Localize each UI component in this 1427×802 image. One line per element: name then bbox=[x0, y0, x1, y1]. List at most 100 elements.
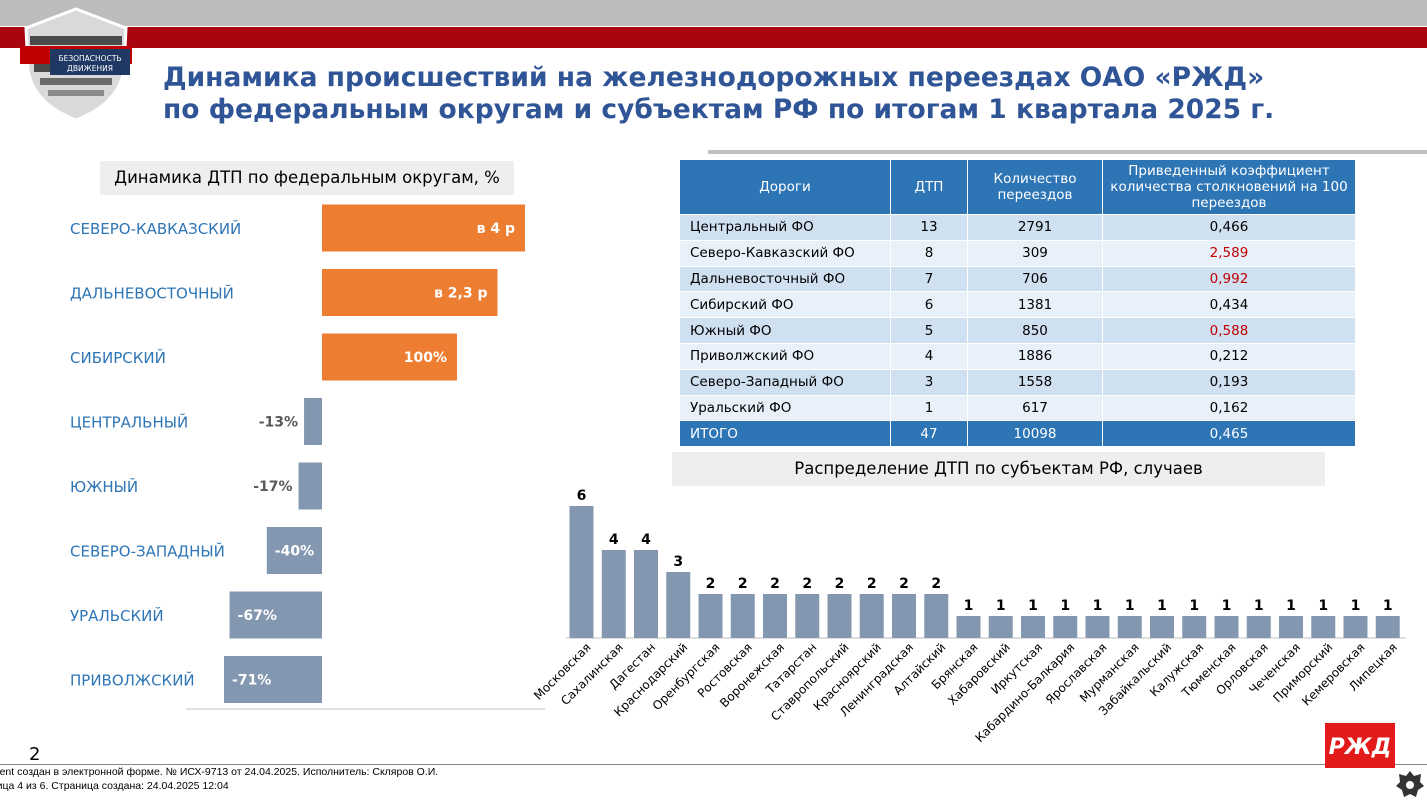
table-cell-coef: 2,589 bbox=[1102, 239, 1356, 267]
district-bar bbox=[298, 462, 322, 510]
subjects-distribution-chart: 6Московская4Сахалинская4Дагестан3Краснод… bbox=[531, 488, 1406, 745]
subject-bar bbox=[698, 594, 723, 638]
subject-bar bbox=[795, 594, 820, 638]
table-cell-crossings: 617 bbox=[967, 394, 1103, 421]
table-header-dtp: ДТП bbox=[890, 160, 968, 215]
table-header-roads: Дороги bbox=[680, 160, 891, 215]
table-cell-name: Северо-Кавказский ФО bbox=[680, 239, 891, 267]
district-category-label: ЦЕНТРАЛЬНЫЙ bbox=[70, 413, 188, 432]
table-cell-name: Сибирский ФО bbox=[680, 291, 891, 318]
subject-value-label: 2 bbox=[835, 576, 845, 592]
table-header-coefficient: Приведенный коэффициент количества столк… bbox=[1102, 160, 1356, 215]
subject-bar bbox=[1053, 616, 1078, 638]
subject-bar bbox=[1343, 616, 1368, 638]
subject-value-label: 1 bbox=[964, 598, 974, 614]
subject-bar bbox=[988, 616, 1013, 638]
subject-bar bbox=[1214, 616, 1239, 638]
top-red-band bbox=[0, 27, 1427, 48]
subject-value-label: 2 bbox=[738, 576, 748, 592]
page-title: Динамика происшествий на железнодорожных… bbox=[163, 62, 1403, 126]
table-total-crossings: 10098 bbox=[967, 420, 1103, 447]
district-category-label: ЮЖНЫЙ bbox=[70, 477, 138, 496]
district-bar bbox=[304, 398, 322, 445]
table-cell-dtp: 3 bbox=[890, 368, 968, 396]
table-cell-name: Уральский ФО bbox=[680, 394, 891, 421]
table-cell-crossings: 1886 bbox=[967, 342, 1103, 370]
district-category-label: СИБИРСКИЙ bbox=[70, 348, 166, 367]
subject-bar bbox=[601, 550, 626, 638]
subject-bar bbox=[1182, 616, 1207, 638]
district-bar bbox=[322, 269, 498, 316]
subject-value-label: 1 bbox=[1318, 598, 1328, 614]
subject-value-label: 1 bbox=[1222, 598, 1232, 614]
subject-value-label: 1 bbox=[1189, 598, 1199, 614]
table-cell-coef: 0,992 bbox=[1102, 265, 1356, 292]
table-cell-coef: 0,193 bbox=[1102, 368, 1356, 396]
subject-bar bbox=[1279, 616, 1303, 638]
table-cell-dtp: 4 bbox=[890, 342, 968, 370]
table-cell-coef: 0,212 bbox=[1102, 342, 1356, 370]
subject-value-label: 1 bbox=[1125, 598, 1135, 614]
subject-value-label: 2 bbox=[802, 576, 812, 592]
coat-of-arms-icon bbox=[1396, 771, 1424, 797]
subject-bar bbox=[859, 594, 884, 638]
table-cell-name: Центральный ФО bbox=[680, 214, 891, 241]
table-total-dtp: 47 bbox=[890, 420, 968, 447]
table-cell-coef: 0,588 bbox=[1102, 317, 1356, 344]
subject-bar bbox=[1246, 616, 1271, 638]
district-value-label: -13% bbox=[259, 415, 298, 431]
title-line-2: по федеральным округам и субъектам РФ по… bbox=[163, 94, 1275, 125]
rzd-logo: РЖД bbox=[1325, 723, 1395, 768]
table-cell-name: Северо-Западный ФО bbox=[680, 368, 891, 396]
section-title-federal-districts: Динамика ДТП по федеральным округам, % bbox=[100, 161, 514, 195]
table-cell-name: Приволжский ФО bbox=[680, 342, 891, 370]
district-value-label: -67% bbox=[238, 608, 277, 624]
district-category-label: ПРИВОЛЖСКИЙ bbox=[70, 671, 195, 690]
district-value-label: -40% bbox=[275, 544, 314, 560]
title-divider bbox=[708, 150, 1427, 154]
subject-bar bbox=[569, 506, 594, 638]
safety-shield-logo: БЕЗОПАСНОСТЬ ДВИЖЕНИЯ bbox=[20, 7, 132, 122]
subject-value-label: 1 bbox=[1093, 598, 1103, 614]
footer-line-1: ument создан в электронной форме. № ИСХ-… bbox=[0, 766, 439, 778]
table-row: Южный ФО 5 850 0,588 bbox=[680, 317, 1356, 344]
subject-bar bbox=[634, 550, 658, 638]
subject-bar bbox=[730, 594, 755, 638]
subject-value-label: 2 bbox=[706, 576, 716, 592]
subject-value-label: 1 bbox=[1028, 598, 1038, 614]
subject-value-label: 2 bbox=[899, 576, 909, 592]
district-bar bbox=[224, 656, 322, 703]
table-cell-crossings: 2791 bbox=[967, 214, 1103, 241]
federal-district-dynamics-chart: СЕВЕРО-КАВКАЗСКИЙ в 4 р ДАЛЬНЕВОСТОЧНЫЙ в 2… bbox=[70, 204, 545, 710]
page-number: 2 bbox=[29, 744, 41, 765]
subject-value-label: 1 bbox=[996, 598, 1006, 614]
table-row: Приволжский ФО 4 1886 0,212 bbox=[680, 342, 1356, 370]
table-row: Северо-Кавказский ФО 8 309 2,589 bbox=[680, 239, 1356, 267]
table-cell-crossings: 309 bbox=[967, 239, 1103, 267]
subject-bar bbox=[1375, 616, 1400, 638]
table-cell-name: Дальневосточный ФО bbox=[680, 265, 891, 292]
table-header-crossings: Количество переездов bbox=[967, 160, 1103, 215]
district-bar bbox=[322, 204, 525, 252]
title-line-1: Динамика происшествий на железнодорожных… bbox=[163, 62, 1265, 93]
table-cell-name: Южный ФО bbox=[680, 317, 891, 344]
subject-bar bbox=[827, 594, 852, 638]
subject-value-label: 1 bbox=[1060, 598, 1070, 614]
district-category-label: СЕВЕРО-ЗАПАДНЫЙ bbox=[70, 542, 225, 561]
subject-bar bbox=[1311, 616, 1336, 638]
table-cell-crossings: 706 bbox=[967, 265, 1103, 292]
subject-bar bbox=[892, 594, 916, 638]
subject-value-label: 4 bbox=[609, 532, 619, 548]
table-cell-dtp: 8 bbox=[890, 239, 968, 267]
subject-value-label: 1 bbox=[1157, 598, 1167, 614]
table-total-coef: 0,465 bbox=[1102, 420, 1356, 447]
subject-bar bbox=[924, 594, 949, 638]
subject-value-label: 3 bbox=[673, 554, 683, 570]
subject-bar bbox=[1117, 616, 1142, 638]
subject-bar bbox=[1085, 616, 1110, 638]
subject-bar bbox=[666, 572, 691, 638]
subject-bar bbox=[763, 594, 787, 638]
top-gray-band bbox=[0, 0, 1427, 26]
logo-text-line1: БЕЗОПАСНОСТЬ bbox=[58, 54, 121, 63]
district-bar bbox=[266, 527, 322, 574]
